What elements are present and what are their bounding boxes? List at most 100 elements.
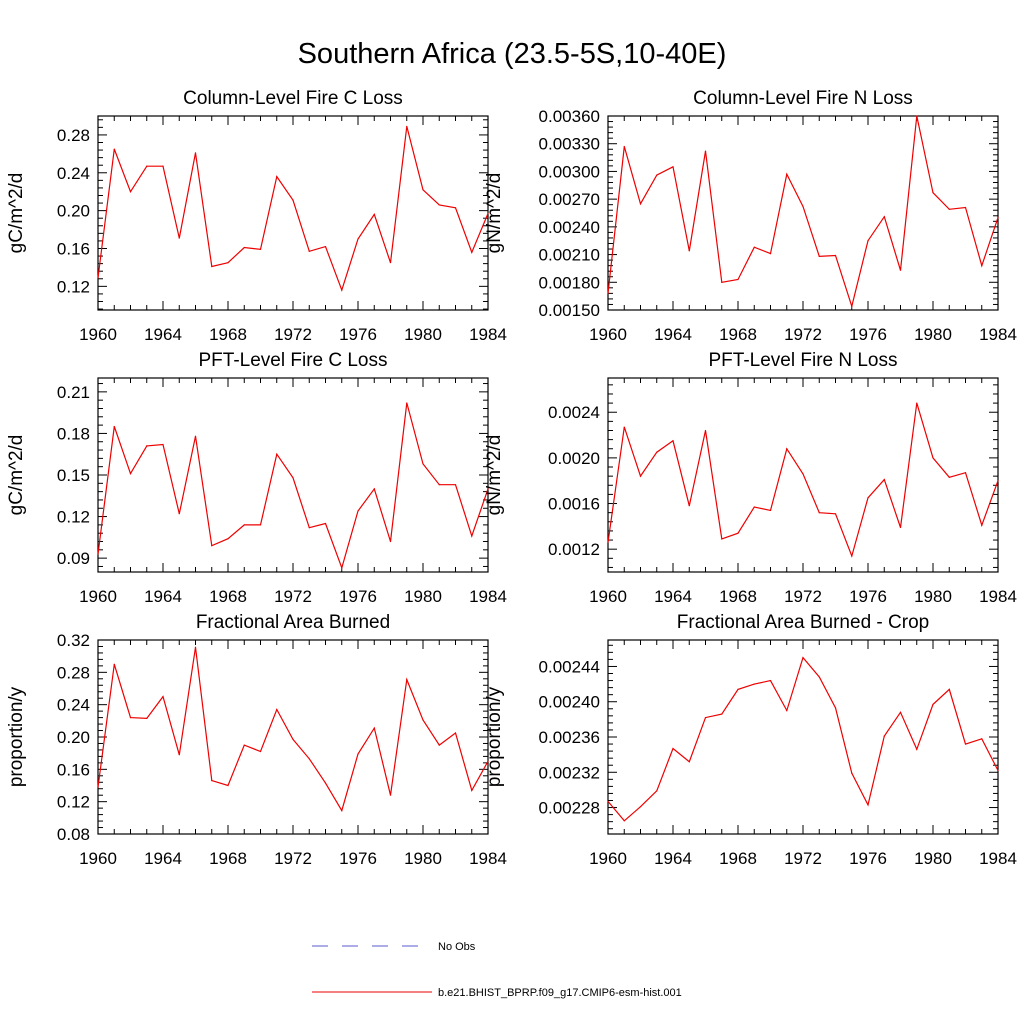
x-tick-label: 1968 (209, 849, 247, 868)
y-tick-label: 0.00232 (539, 763, 600, 782)
data-point (422, 463, 424, 465)
data-point (899, 269, 902, 271)
y-tick-label: 0.00210 (539, 246, 600, 265)
data-point (818, 676, 820, 678)
y-tick-label: 0.00270 (539, 190, 600, 209)
data-point (867, 240, 869, 242)
x-tick-label: 1964 (144, 849, 182, 868)
x-tick-label: 1976 (849, 849, 887, 868)
data-point (802, 657, 804, 659)
y-tick-label: 0.00360 (539, 107, 600, 126)
data-point (672, 440, 674, 442)
data-point (129, 473, 132, 475)
x-tick-label: 1980 (914, 587, 952, 606)
plot-frame (97, 115, 489, 311)
y-tick-label: 0.00240 (539, 693, 600, 712)
data-point (964, 743, 967, 745)
data-point (438, 744, 440, 746)
data-point (639, 806, 642, 808)
data-point (981, 524, 983, 526)
data-point (146, 717, 148, 720)
y-tick-label: 0.00236 (539, 728, 600, 747)
data-point (899, 711, 902, 713)
x-tick-label: 1976 (339, 587, 377, 606)
data-point (786, 448, 788, 450)
data-point (308, 527, 310, 529)
series-line (97, 402, 489, 570)
data-point (454, 732, 457, 734)
x-tick-label: 1972 (784, 325, 822, 344)
data-point (623, 820, 625, 822)
data-point (341, 567, 343, 569)
data-point (704, 150, 707, 152)
data-point (178, 237, 180, 239)
data-point (656, 174, 658, 176)
data-point (178, 754, 180, 756)
x-tick-label: 1976 (849, 587, 887, 606)
data-point (867, 497, 869, 499)
data-point (357, 753, 359, 755)
series-line (97, 126, 489, 292)
data-point (623, 145, 625, 148)
data-point (97, 553, 99, 555)
data-point (997, 480, 999, 482)
data-point (129, 191, 132, 193)
data-point (786, 173, 788, 175)
data-point (883, 735, 885, 737)
y-tick-label: 0.0016 (548, 495, 600, 514)
x-tick-label: 1972 (274, 325, 312, 344)
data-point (737, 688, 739, 690)
x-tick-label: 1964 (654, 325, 692, 344)
plot-frame (97, 639, 489, 835)
data-point (308, 250, 310, 252)
data-point (688, 505, 690, 507)
data-point (753, 246, 755, 248)
data-point (851, 305, 853, 307)
data-point (162, 443, 164, 446)
y-tick-label: 0.32 (57, 631, 90, 650)
data-point (802, 205, 804, 208)
data-point (406, 402, 408, 404)
panel-title: Column-Level Fire N Loss (693, 88, 913, 109)
data-point (146, 165, 148, 167)
data-point (422, 189, 424, 191)
data-point (341, 289, 343, 291)
data-point (243, 744, 245, 746)
data-point (688, 250, 690, 252)
data-point (178, 513, 180, 515)
data-point (113, 148, 115, 150)
y-tick-label: 0.16 (57, 239, 90, 258)
plot-frame (97, 377, 489, 573)
data-point (834, 254, 837, 257)
panel-title: Column-Level Fire C Loss (183, 88, 403, 109)
data-point (438, 484, 440, 486)
y-tick-label: 0.28 (57, 663, 90, 682)
data-point (292, 738, 294, 741)
plot-frame (607, 639, 999, 835)
y-tick-label: 0.12 (57, 793, 90, 812)
chart-panel-1: 1960 1964 1968 1972 1976 1980 1984 0.12 0.16 0.20… (6, 88, 507, 344)
data-point (737, 278, 739, 281)
data-point (487, 488, 489, 490)
data-point (948, 476, 950, 478)
data-point (883, 478, 885, 481)
data-point (721, 538, 723, 540)
y-axis-label: gN/m^2/d (484, 173, 505, 254)
y-tick-label: 0.20 (57, 202, 90, 221)
y-tick-label: 0.20 (57, 728, 90, 747)
data-point (964, 206, 967, 209)
x-tick-label: 1980 (914, 325, 952, 344)
y-tick-label: 0.00150 (539, 301, 600, 320)
x-tick-label: 1968 (719, 849, 757, 868)
panel-title: Fractional Area Burned - Crop (677, 612, 929, 633)
data-point (194, 152, 197, 154)
data-point (704, 717, 707, 719)
chart-panel-6: 1960 1964 1968 1972 1976 1980 1984 0.00228 0.002… (484, 612, 1017, 868)
x-tick-label: 1972 (274, 587, 312, 606)
y-tick-label: 0.0012 (548, 540, 600, 559)
x-tick-label: 1960 (589, 587, 627, 606)
data-point (129, 717, 132, 719)
data-point (607, 292, 609, 294)
data-point (471, 251, 473, 253)
x-tick-label: 1976 (849, 325, 887, 344)
